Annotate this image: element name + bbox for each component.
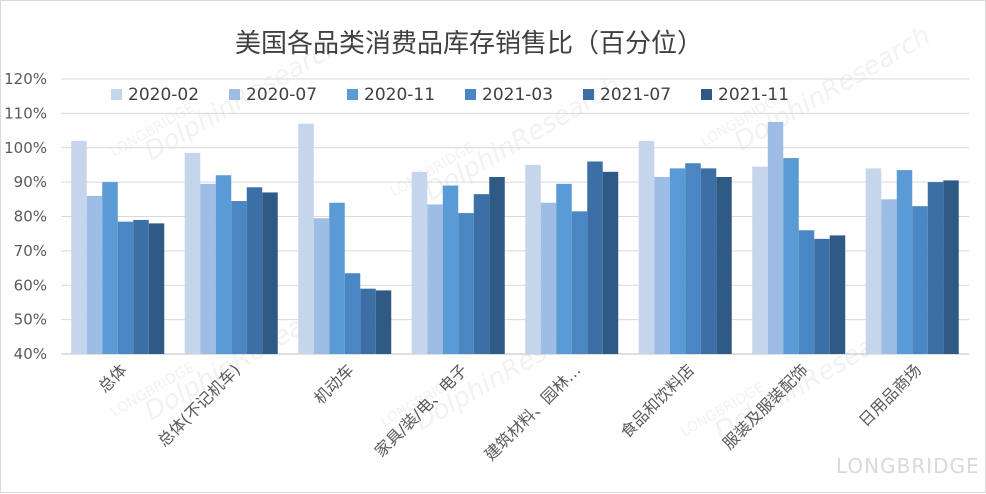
bar	[638, 140, 655, 354]
y-tick-label: 60%	[14, 276, 47, 294]
legend-swatch	[229, 89, 240, 100]
bar	[411, 171, 428, 354]
bars	[71, 121, 959, 354]
bar	[86, 195, 103, 354]
legend-label: 2020-02	[128, 85, 199, 105]
bar	[329, 202, 345, 354]
legend-label: 2021-03	[482, 85, 553, 105]
bar	[442, 185, 459, 354]
y-tick-label: 80%	[14, 208, 47, 226]
bar	[571, 211, 588, 354]
y-tick-label: 70%	[14, 242, 47, 260]
legend-label: 2020-11	[364, 85, 435, 105]
bar	[525, 164, 541, 354]
y-tick-label: 90%	[14, 173, 47, 191]
y-tick-label: 100%	[4, 139, 47, 157]
bar	[685, 163, 701, 354]
legend-label: 2021-07	[600, 85, 671, 105]
bar	[587, 161, 603, 354]
y-tick-label: 50%	[14, 311, 47, 329]
bar	[375, 290, 392, 354]
brand-watermark: LONGBRIDGE	[836, 454, 980, 478]
bar	[71, 140, 87, 354]
bar	[654, 176, 670, 354]
bar	[881, 199, 897, 354]
bar	[943, 180, 959, 354]
y-tick-label: 110%	[4, 104, 47, 122]
legend-swatch	[701, 89, 712, 100]
legend: 2020-02 2020-07 2020-11 2021-03 2021-07 2021-…	[111, 85, 789, 105]
bar	[540, 202, 557, 354]
x-tick-label: 日用品商场	[855, 360, 925, 430]
legend-swatch	[347, 89, 358, 100]
y-tick-label: 120%	[4, 70, 47, 88]
bar	[716, 176, 732, 354]
bar	[184, 152, 201, 354]
bar	[215, 175, 232, 354]
bar	[427, 204, 443, 354]
bar	[458, 213, 474, 354]
legend-swatch	[111, 89, 122, 100]
bar	[752, 166, 768, 354]
bar	[313, 218, 330, 354]
legend-swatch	[583, 89, 594, 100]
bar	[783, 158, 799, 354]
bar	[117, 221, 134, 354]
bar	[669, 168, 686, 354]
bar	[200, 183, 216, 354]
bar	[148, 223, 165, 354]
bar	[133, 219, 149, 354]
bar	[896, 170, 913, 354]
bar	[912, 206, 928, 354]
bar	[829, 235, 846, 354]
bar	[602, 171, 619, 354]
bar	[865, 168, 882, 354]
bar	[360, 288, 376, 354]
bar	[798, 230, 815, 354]
y-tick-label: 40%	[14, 345, 47, 363]
bar	[231, 201, 247, 354]
bar	[927, 182, 944, 354]
legend-label: 2020-07	[246, 85, 317, 105]
x-tick-label: 总体	[95, 360, 131, 396]
bar	[344, 273, 361, 354]
bar	[489, 176, 505, 354]
legend-swatch	[465, 89, 476, 100]
bar	[298, 123, 314, 354]
bar	[262, 192, 278, 354]
legend-label: 2021-11	[718, 85, 789, 105]
bar	[814, 238, 830, 354]
y-axis-ticks: 40% 50% 60% 70% 80% 90% 100% 110% 120%	[4, 70, 47, 363]
bar	[473, 194, 490, 354]
x-tick-label: 机动车	[310, 360, 357, 407]
bar	[246, 187, 263, 354]
bar	[767, 121, 784, 354]
bar	[102, 182, 118, 354]
chart-title: 美国各品类消费品库存销售比（百分位）	[235, 29, 703, 59]
bar	[556, 183, 572, 354]
bar	[700, 168, 717, 354]
